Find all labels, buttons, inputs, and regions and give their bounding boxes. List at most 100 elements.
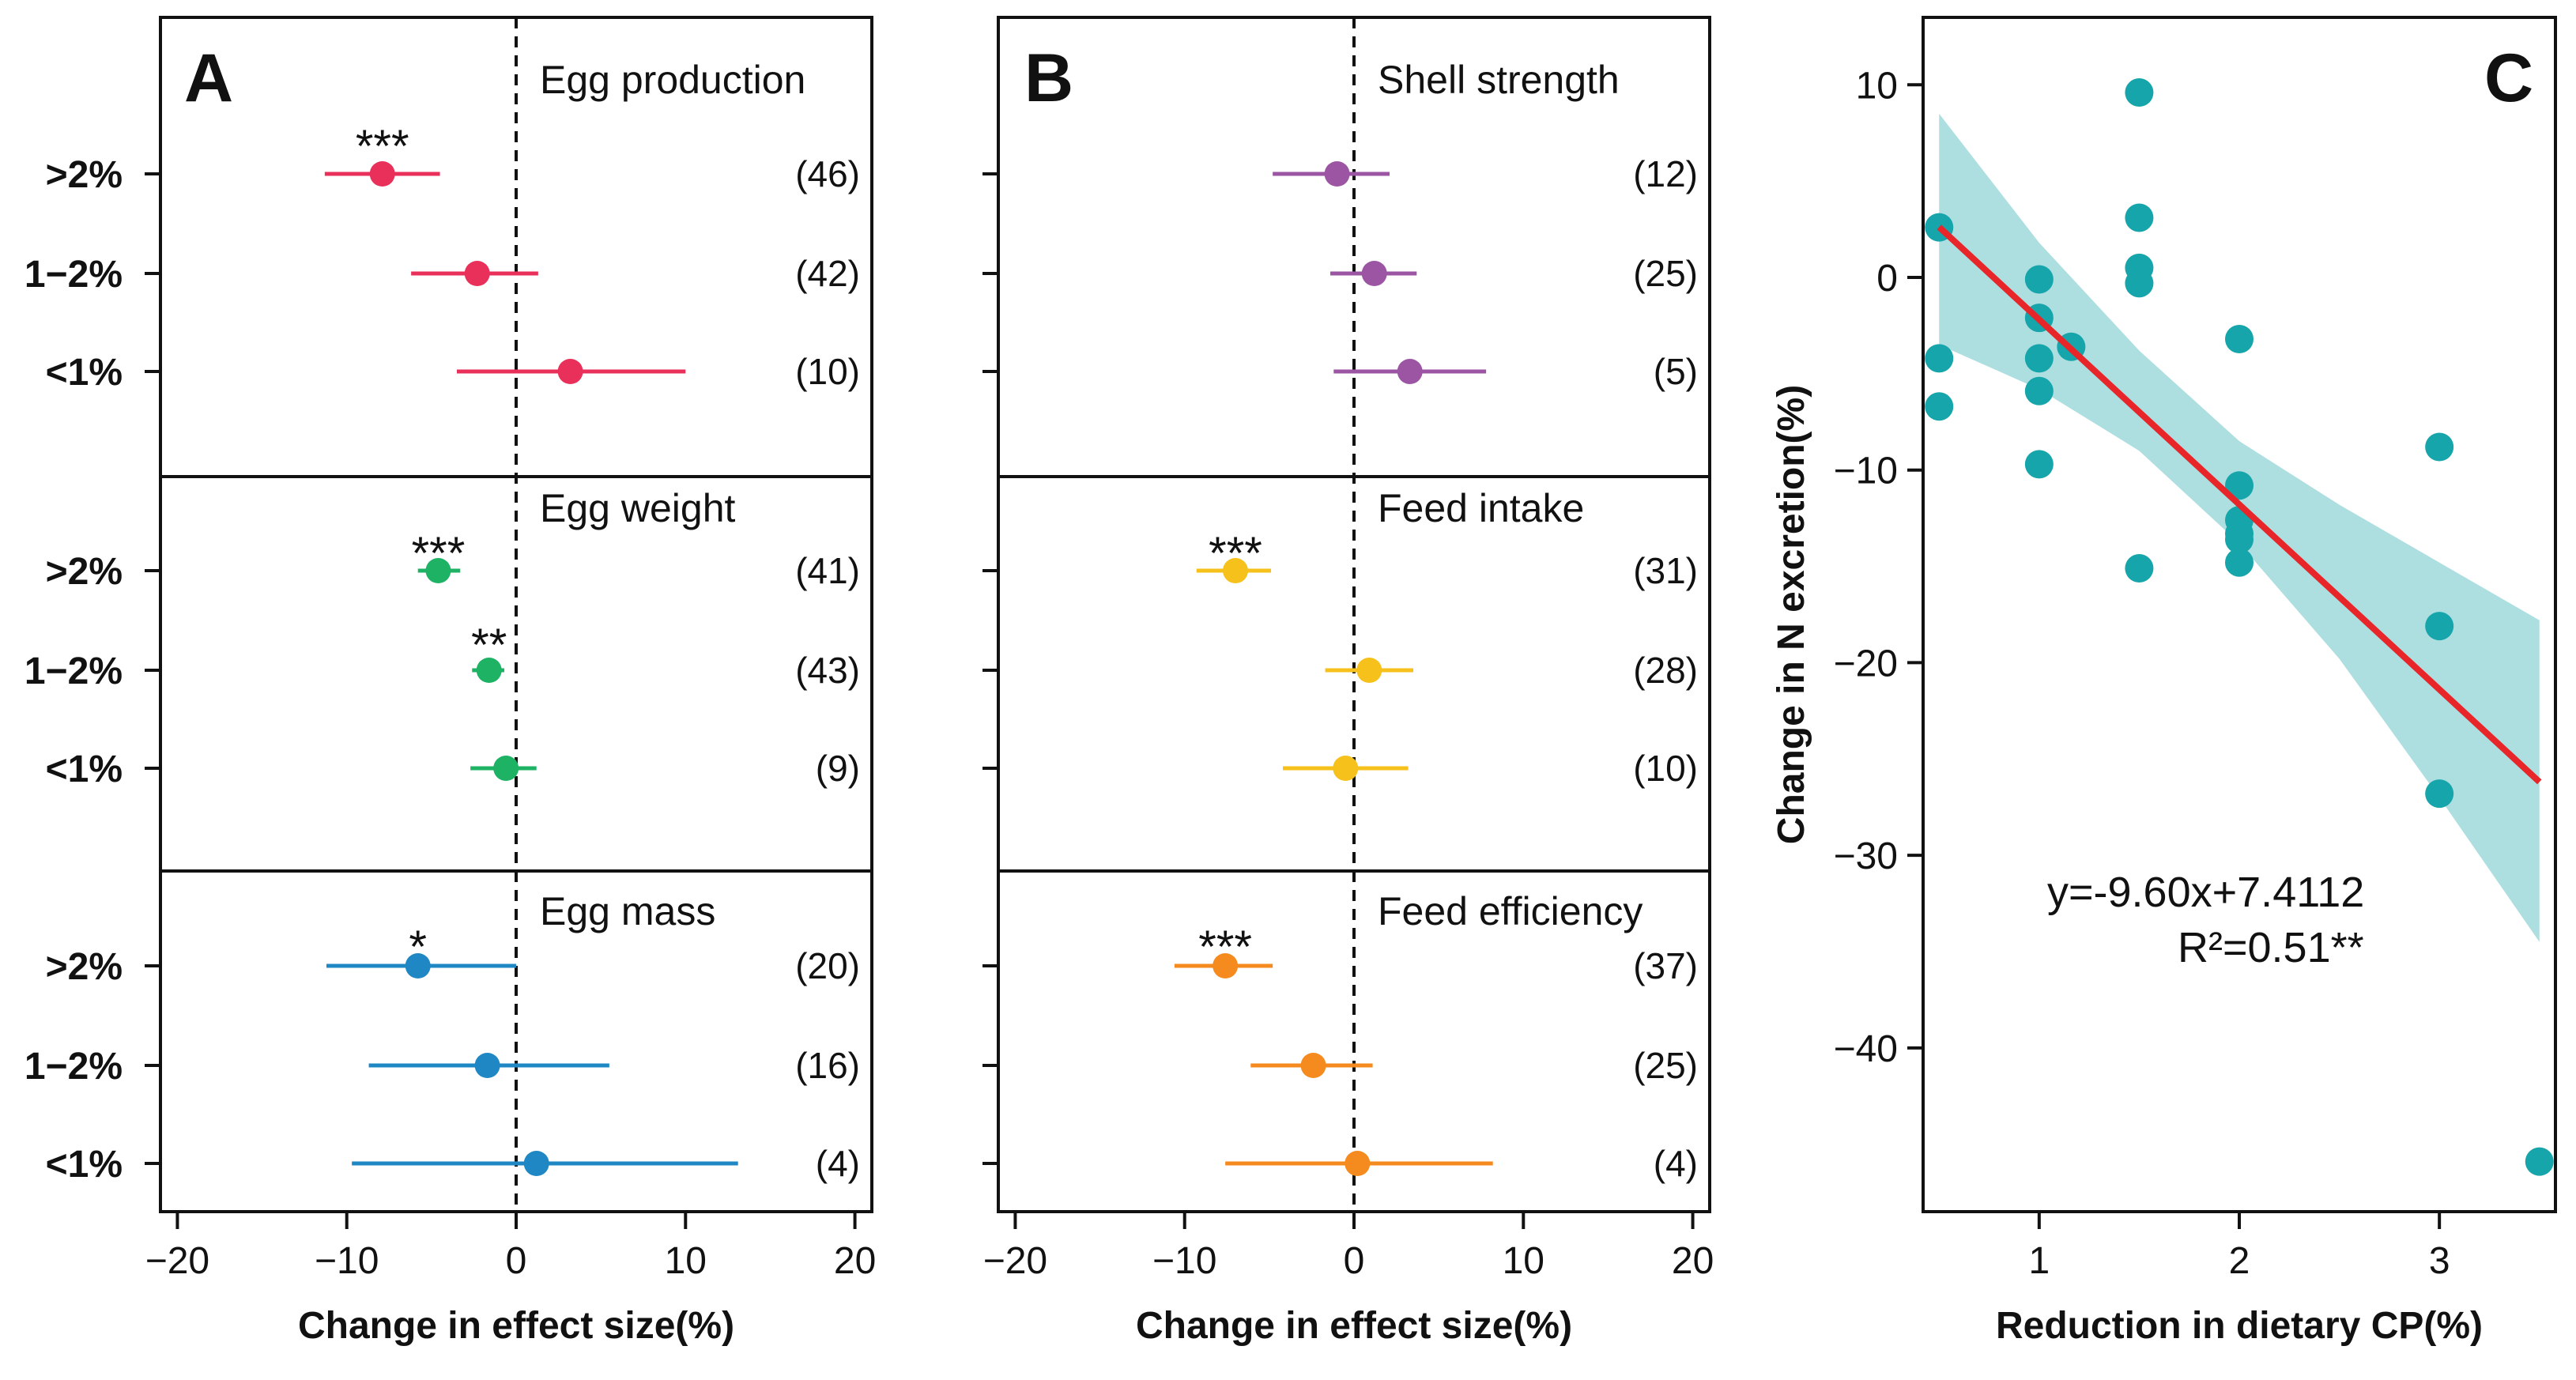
sample-count-label: (28) [1633,650,1698,691]
y-axis-title: Change in N excretion(%) [1771,385,1812,844]
subplot-title: Feed efficiency [1378,889,1643,933]
sample-count-label: (10) [1633,748,1698,789]
data-point [2425,779,2454,809]
estimate-point [1397,359,1423,384]
x-tick-label: 1 [2028,1240,2050,1282]
data-point [1925,392,1954,421]
subplot-title: Egg weight [540,486,735,530]
panel-c: C 10 0 −10 −20 −30 −40 1 2 3 Reduction in dietary … [1771,16,2557,1347]
x-tick-label: −10 [315,1240,379,1282]
significance-stars: *** [412,528,466,579]
regression-equation: y=-9.60x+7.4112 [2047,869,2364,916]
x-tick-label: 0 [1344,1240,1365,1282]
data-point [2425,432,2454,462]
x-tick-label: 0 [506,1240,527,1282]
row-label: <1% [46,748,123,790]
sample-count-label: (10) [795,351,860,392]
panel-letter: B [1024,40,1073,116]
row-label: 1−2% [25,1046,123,1088]
x-tick-label: −10 [1152,1240,1216,1282]
data-point [1925,344,1954,373]
panel-a: A −20 −10 0 10 20 Change in effect size(%) Egg … [25,16,876,1347]
row-label: 1−2% [25,650,123,692]
significance-stars: *** [356,121,409,172]
subplot-title: Egg mass [540,889,715,933]
y-tick-label: 0 [1876,258,1898,300]
data-point [2225,548,2254,577]
data-point [2125,554,2154,583]
x-axis-title: Change in effect size(%) [1136,1305,1572,1347]
sample-count-label: (12) [1633,153,1698,194]
significance-stars: *** [1209,528,1262,579]
x-axis-title: Change in effect size(%) [298,1305,734,1347]
row-label: >2% [46,946,123,988]
sample-count-label: (16) [795,1045,860,1086]
subplot-title: Feed intake [1378,486,1584,530]
x-tick-label: −20 [145,1240,209,1282]
data-point [2024,344,2054,373]
x-tick-label: 3 [2429,1240,2450,1282]
estimate-point [474,1053,500,1078]
estimate-point [1361,261,1387,286]
data-point [2225,324,2254,353]
panel-b: B −20 −10 0 10 20 Change in effect size(%) Shel… [983,16,1714,1347]
data-point [2425,612,2454,641]
sample-count-label: (43) [795,650,860,691]
y-tick-label: −20 [1834,643,1898,684]
y-tick-label: −30 [1834,835,1898,877]
x-tick-label: 20 [834,1240,876,1282]
estimate-point [1356,658,1382,683]
significance-stars: ** [471,620,507,671]
estimate-point [1223,558,1248,583]
sample-count-label: (25) [1633,253,1698,294]
row-label: <1% [46,1144,123,1186]
row-label: >2% [46,551,123,593]
data-point [2024,450,2054,479]
data-point [2125,78,2154,107]
row-label: <1% [46,352,123,394]
sample-count-label: (46) [795,153,860,194]
estimate-point [557,359,583,384]
estimate-point [464,261,490,286]
sample-count-label: (20) [795,945,860,986]
data-point [2024,376,2054,405]
significance-stars: * [409,922,427,973]
estimate-point [405,953,431,978]
r-squared-label: R²=0.51** [2178,924,2364,971]
sample-count-label: (4) [1654,1143,1698,1184]
data-point [2525,1147,2554,1176]
estimate-point [425,558,451,583]
sample-count-label: (4) [816,1143,860,1184]
sample-count-label: (37) [1633,945,1698,986]
sample-count-label: (42) [795,253,860,294]
y-tick-label: −40 [1834,1028,1898,1070]
x-tick-label: 10 [1503,1240,1544,1282]
estimate-point [1333,756,1359,781]
sample-count-label: (25) [1633,1045,1698,1086]
y-tick-label: 10 [1856,65,1898,107]
estimate-point [1213,953,1239,978]
x-tick-label: −20 [983,1240,1047,1282]
data-point [2125,269,2154,298]
x-tick-label: 20 [1672,1240,1714,1282]
data-point [2225,525,2254,554]
estimate-point [369,161,395,187]
estimate-point [476,658,502,683]
sample-count-label: (9) [816,748,860,789]
data-point [2125,203,2154,232]
estimate-point [493,756,519,781]
row-label: 1−2% [25,254,123,296]
sample-count-label: (5) [1654,351,1698,392]
x-tick-label: 2 [2229,1240,2250,1282]
row-label: >2% [46,154,123,196]
x-tick-label: 10 [665,1240,707,1282]
y-tick-label: −10 [1834,451,1898,492]
subplot-title: Egg production [540,58,805,102]
significance-stars: *** [1198,922,1252,973]
panel-letter: A [184,40,233,116]
data-point [2225,471,2254,500]
estimate-point [1345,1151,1371,1176]
estimate-point [1300,1053,1326,1078]
regression-line [1937,224,2542,785]
